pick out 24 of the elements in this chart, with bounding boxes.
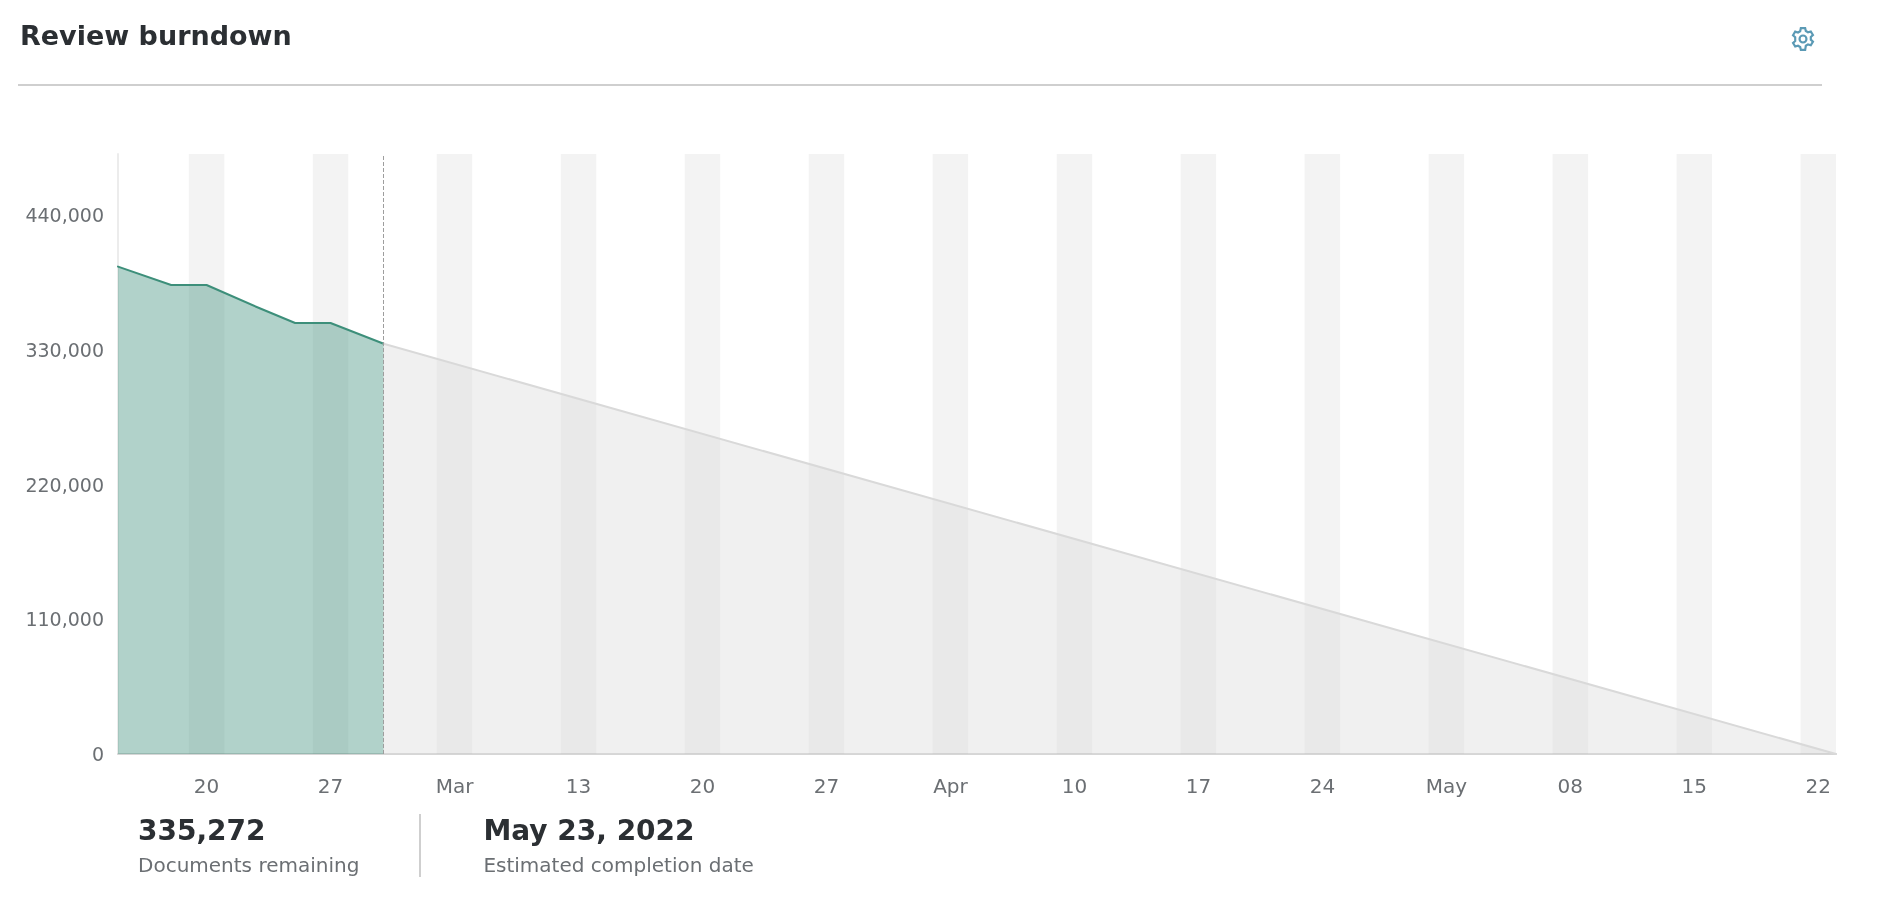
x-tick-label: 27 — [813, 774, 840, 798]
x-tick-label: 10 — [1061, 774, 1088, 798]
x-tick-label: 13 — [565, 774, 592, 798]
x-tick-label: May — [1425, 774, 1468, 798]
x-tick-label: 17 — [1185, 774, 1212, 798]
y-tick-label: 220,000 — [25, 473, 104, 496]
x-tick-label: 20 — [193, 774, 220, 798]
x-tick-label: 15 — [1681, 774, 1708, 798]
x-tick-label: 24 — [1309, 774, 1336, 798]
y-tick-label: 330,000 — [25, 338, 104, 361]
x-tick-label: Mar — [435, 774, 475, 798]
x-tick-label: Apr — [933, 774, 969, 798]
text: Documents remaining — [138, 853, 360, 877]
y-tick-label: 440,000 — [25, 204, 104, 227]
text: 335,272 — [138, 814, 267, 847]
y-tick-label: 0 — [91, 743, 104, 765]
x-tick-label: 20 — [689, 774, 716, 798]
x-tick-label: 27 — [317, 774, 344, 798]
text: May 23, 2022 — [483, 814, 696, 847]
y-tick-label: 110,000 — [25, 608, 104, 631]
x-tick-label: 22 — [1805, 774, 1832, 798]
chart-title: Review burndown — [20, 20, 292, 51]
text: Estimated completion date — [483, 853, 754, 877]
x-tick-label: 08 — [1557, 774, 1584, 798]
